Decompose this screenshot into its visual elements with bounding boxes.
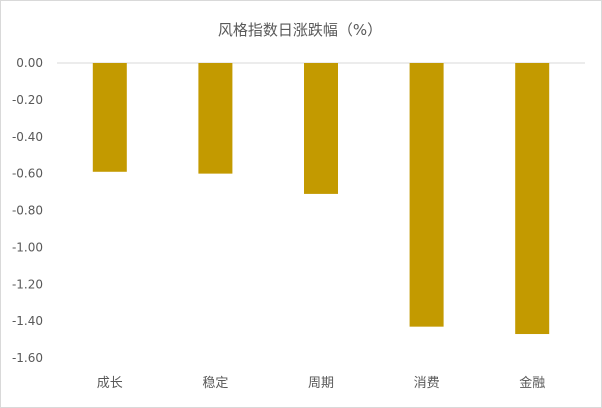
y-axis-ticks: 0.00 -0.20 -0.40 -0.60 -0.80 -1.00 -1.20 -1.40 -…: [12, 56, 43, 365]
y-tick-label: -0.40: [12, 130, 43, 144]
y-tick-label: -1.40: [12, 314, 43, 328]
x-category-label: 成长: [97, 376, 123, 391]
y-tick-label: 0.00: [16, 56, 43, 70]
x-axis-labels: 成长 稳定 周期 消费 金融: [97, 375, 545, 391]
bar-4: [409, 63, 444, 327]
bar-2: [198, 63, 233, 174]
x-category-label: 稳定: [202, 375, 228, 391]
y-tick-label: -0.60: [12, 167, 43, 181]
bars: [92, 63, 550, 335]
x-category-label: 消费: [414, 376, 440, 391]
chart-title: 风格指数日涨跌幅（%）: [218, 21, 382, 39]
bar-1: [92, 63, 127, 172]
y-tick-label: -0.20: [12, 93, 43, 107]
y-tick-label: -0.80: [12, 204, 43, 218]
x-category-label: 周期: [308, 376, 334, 391]
x-category-label: 金融: [519, 375, 545, 391]
bar-3: [304, 63, 338, 194]
y-tick-label: -1.60: [12, 351, 43, 365]
y-tick-label: -1.20: [12, 277, 43, 291]
bar-5: [515, 63, 550, 335]
y-tick-label: -1.00: [12, 240, 43, 254]
